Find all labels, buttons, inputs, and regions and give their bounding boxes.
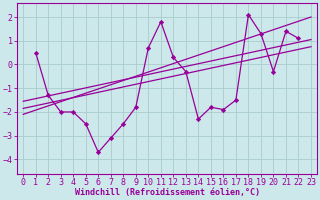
X-axis label: Windchill (Refroidissement éolien,°C): Windchill (Refroidissement éolien,°C) bbox=[75, 188, 260, 197]
